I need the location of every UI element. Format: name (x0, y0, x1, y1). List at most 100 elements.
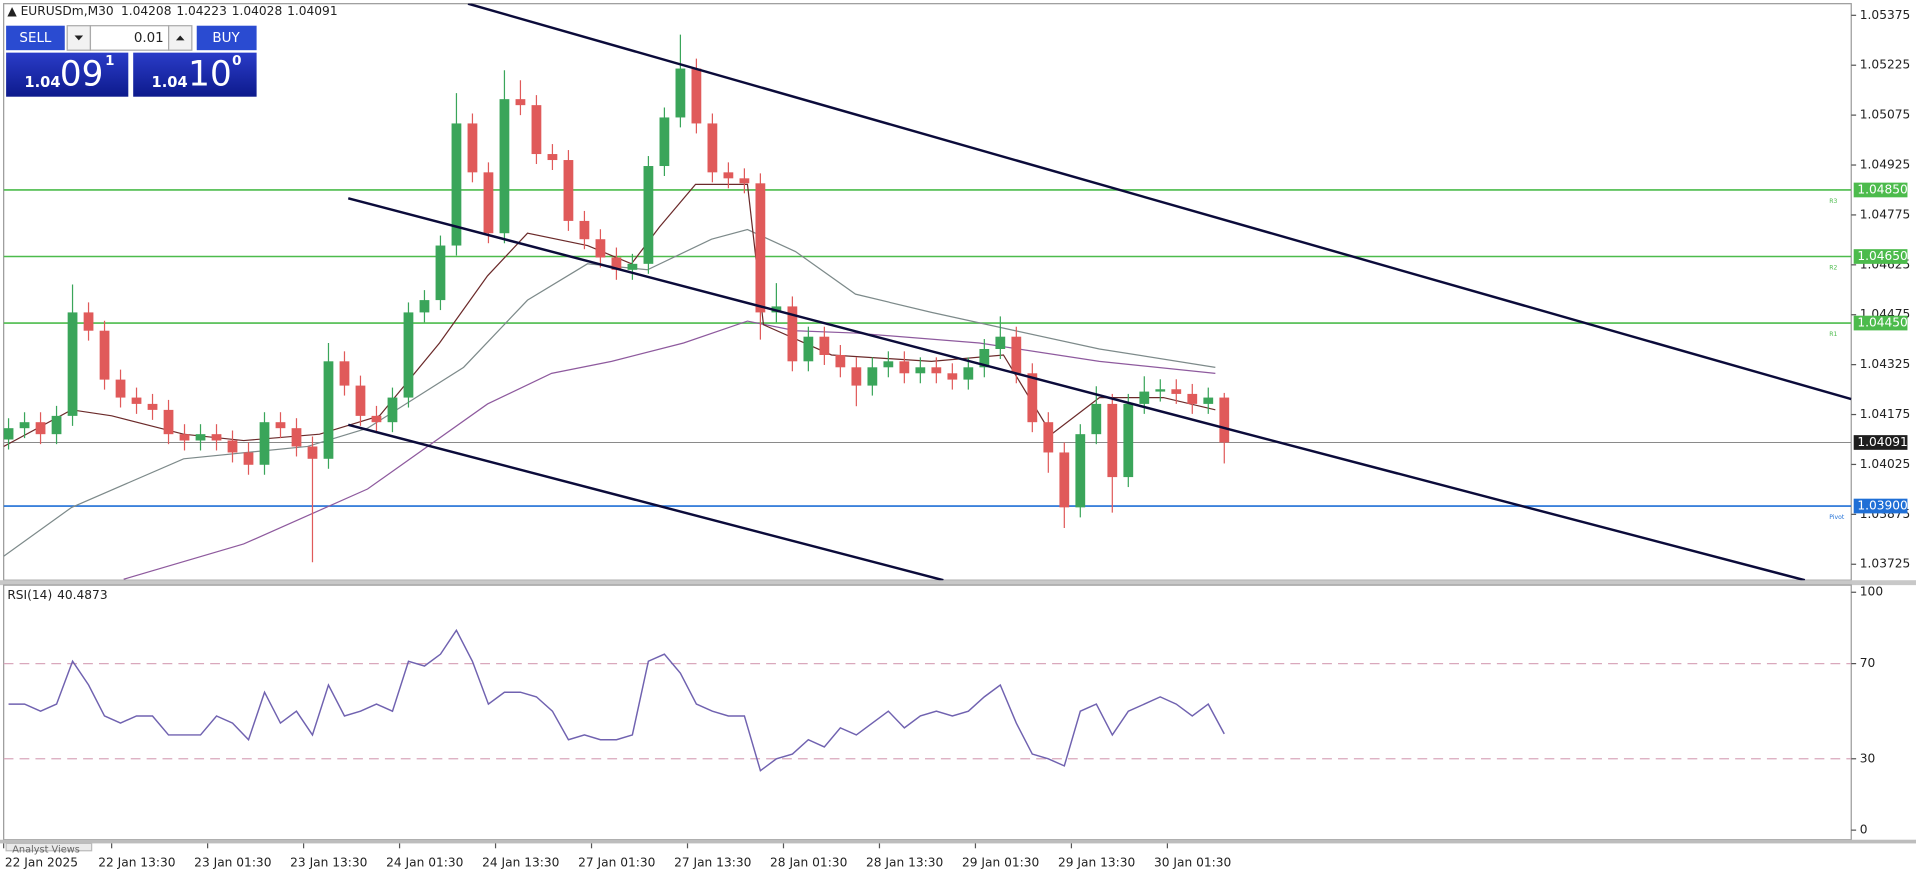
candle-body (627, 263, 638, 270)
y-tick-label: 1.05375 (1860, 8, 1910, 22)
y-tick-label: 1.04025 (1860, 457, 1910, 471)
trend-line (467, 3, 1852, 401)
lot-input[interactable] (89, 25, 170, 51)
x-tick-label: 27 Jan 01:30 (578, 855, 655, 869)
candle-body (963, 367, 974, 380)
pane-separator (0, 839, 1916, 844)
bid-big: 09 (60, 54, 104, 94)
candle-body (883, 361, 894, 368)
candle-body (147, 403, 158, 410)
symbol: ▲ (7, 4, 20, 18)
candle-body (339, 361, 350, 386)
candle-body (291, 428, 302, 447)
level-tag-label: 1.04650 (1857, 249, 1907, 263)
candle-body (67, 312, 78, 416)
candle-body (451, 123, 462, 246)
candle-body (483, 172, 494, 234)
y-tick-label: 1.03725 (1860, 557, 1910, 571)
chart-header: ▲ EURUSDm,M30 1.04208 1.04223 1.04028 1.0409… (7, 4, 337, 18)
candle-body (595, 239, 606, 258)
candle-body (691, 68, 702, 124)
candle-body (947, 373, 958, 380)
candle-body (1171, 389, 1182, 394)
buy-button[interactable] (196, 25, 257, 51)
candle-body (499, 99, 510, 234)
candle-body (243, 452, 254, 465)
current-price-tag (1853, 435, 1908, 450)
sell-button[interactable] (6, 25, 65, 51)
ask-box[interactable] (133, 52, 257, 97)
candle-body (979, 349, 990, 368)
candle-body (403, 312, 414, 398)
level-tag (1853, 498, 1908, 514)
candle-body (275, 422, 286, 429)
candle-body (115, 379, 126, 398)
rsi-title: RSI(14) (7, 587, 52, 601)
candle-body (467, 123, 478, 173)
tab-label: Analyst Views (12, 845, 80, 856)
y-tick-label: 100 (1860, 585, 1883, 599)
candle-body (899, 361, 910, 374)
x-tick-label: 22 Jan 2025 (5, 855, 78, 869)
candle-body (99, 330, 110, 380)
candle-body (1139, 391, 1150, 404)
candle-body (259, 422, 270, 465)
y-tick-label: 1.05075 (1860, 108, 1910, 122)
y-tick-label: 1.05225 (1860, 58, 1910, 72)
pane-separator (0, 580, 1916, 586)
candle-body (1075, 434, 1086, 508)
x-tick-label: 23 Jan 13:30 (290, 855, 367, 869)
candle-body (1059, 452, 1070, 508)
y-tick-label: 0 (1860, 823, 1868, 837)
candle-body (419, 300, 430, 313)
candle-body (867, 367, 878, 386)
ohlc-value: 1.04223 (176, 4, 226, 18)
level-name: R3 (1829, 198, 1837, 205)
x-tick-label: 27 Jan 13:30 (674, 855, 751, 869)
candle-body (1187, 393, 1198, 404)
candle-body (755, 183, 766, 313)
candle-body (131, 397, 142, 404)
candle-body (1123, 403, 1134, 478)
level-tag-label: 1.04850 (1857, 182, 1907, 196)
level-tag (1853, 249, 1908, 264)
x-tick-label: 28 Jan 13:30 (866, 855, 943, 869)
candle-body (531, 105, 542, 155)
candle-body (19, 422, 30, 429)
candle-body (547, 154, 558, 161)
x-tick-label: 30 Jan 01:30 (1154, 855, 1231, 869)
tab[interactable] (5, 842, 93, 852)
lot-value: 0.01 (134, 31, 164, 46)
x-tick-label: 29 Jan 01:30 (962, 855, 1039, 869)
candle-body (195, 434, 206, 441)
x-tick-label: 28 Jan 01:30 (770, 855, 847, 869)
trend-line (347, 197, 1806, 581)
y-tick-label: 1.04775 (1860, 207, 1910, 221)
ohlc-value: 1.04208 (121, 4, 171, 18)
candle-body (675, 68, 686, 118)
candle-body (387, 397, 398, 423)
candle-body (851, 367, 862, 386)
y-tick-label: 1.04175 (1860, 407, 1910, 421)
buy-label: BUY (212, 31, 240, 46)
y-tick-label: 1.04325 (1860, 357, 1910, 371)
candle-body (1203, 397, 1214, 404)
candle-body (323, 361, 334, 459)
bid-box[interactable] (6, 52, 129, 97)
candle-body (739, 178, 750, 184)
ohlc-value: 1.04028 (232, 4, 282, 18)
current-price-label: 1.04091 (1857, 435, 1907, 449)
candle-body (211, 434, 222, 441)
level-tag (1853, 315, 1908, 331)
ask-prefix: 1.04 (152, 74, 188, 91)
candle-body (563, 160, 574, 221)
candle-body (179, 434, 190, 441)
candle-body (659, 117, 670, 167)
candle-body (1043, 422, 1054, 453)
axes: 1.05375 1.05225 1.05075 1.04925 1.04775 1.046… (3, 8, 1910, 869)
arrow-icon (175, 35, 185, 41)
rsi-header: RSI(14) 40.4873 (7, 587, 107, 601)
